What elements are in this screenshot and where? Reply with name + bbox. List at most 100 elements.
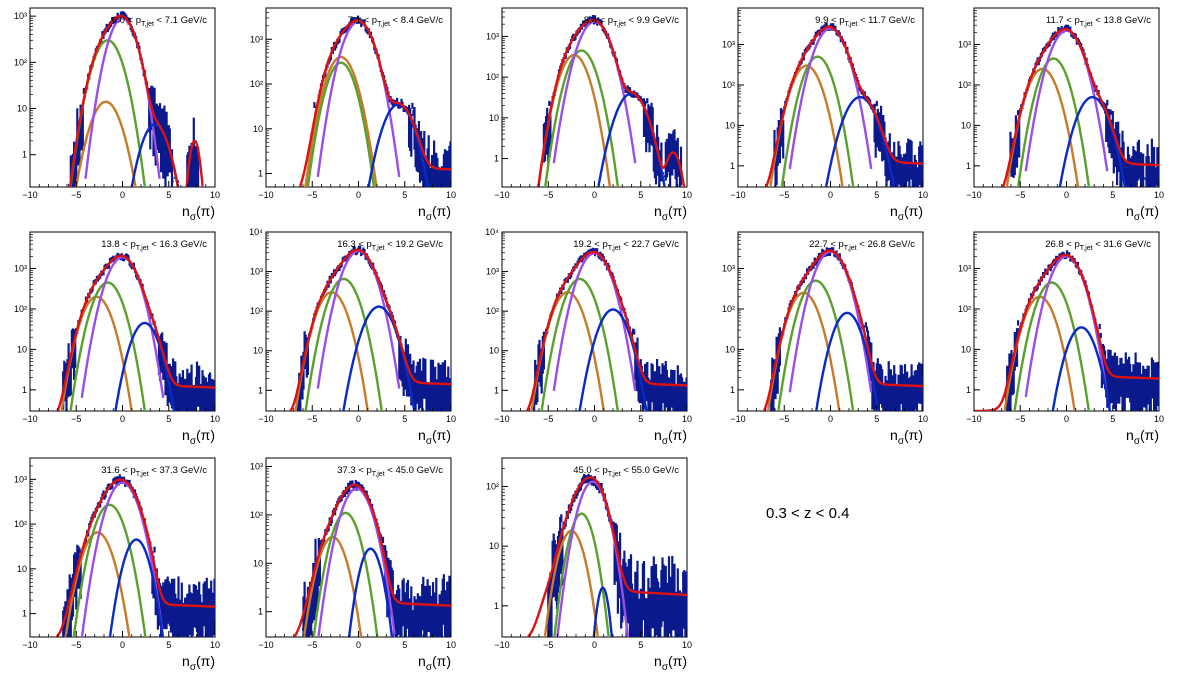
y-tick-label: 10² [722, 304, 735, 314]
x-tick-label: 10 [918, 190, 928, 200]
fit-pion-curve [80, 481, 165, 637]
fit-pion-curve [316, 249, 401, 389]
y-tick-label: 10 [489, 541, 499, 551]
y-tick-label: 10³ [722, 264, 735, 274]
panel-title: 7.1 < pT,jet < 8.4 GeV/c [348, 15, 443, 28]
panel-title: 9.9 < pT,jet < 11.7 GeV/c [815, 15, 915, 28]
chart-panel: −10 −5 0 5 10 1 10 10² 10³ 26.8 < pT,jet < 31.6 G… [958, 231, 1164, 447]
data-histogram [773, 22, 923, 187]
y-tick-label: 1 [258, 385, 263, 395]
x-tick-label: −10 [966, 190, 981, 200]
fit-electron-curve [815, 311, 880, 411]
x-tick-label: 10 [210, 640, 220, 650]
fit-proton-curve [74, 100, 137, 187]
fit-kaon-curve [72, 503, 147, 637]
fit-electron-curve [592, 586, 614, 637]
y-tick-label: 1 [22, 385, 27, 395]
x-tick-label: 0 [120, 414, 125, 424]
x-tick-label: 5 [638, 640, 643, 650]
x-tick-label: 10 [210, 190, 220, 200]
panel-title: 22.7 < pT,jet < 26.8 GeV/c [809, 239, 915, 252]
fit-total-curve [288, 248, 451, 411]
x-tick-label: −10 [22, 190, 37, 200]
panel-title: 45.0 < pT,jet < 55.0 GeV/c [573, 465, 679, 478]
x-tick-label: 5 [874, 414, 879, 424]
y-tick-label: 10³ [250, 267, 263, 277]
chart-panel: −10 −5 0 5 10 1 10 10² 10³ 37.3 < pT,jet < 45.0 G… [250, 457, 456, 673]
x-tick-label: −10 [494, 190, 509, 200]
x-tick-label: −5 [71, 190, 81, 200]
panel-title: 13.8 < pT,jet < 16.3 GeV/c [101, 239, 207, 252]
y-tick-label: 10³ [958, 264, 971, 274]
y-tick-label: 10 [253, 124, 263, 134]
x-tick-label: −10 [258, 190, 273, 200]
x-tick-label: −5 [543, 190, 553, 200]
y-tick-label: 10⁴ [485, 227, 499, 237]
fit-pion-curve [1024, 255, 1109, 398]
x-tick-label: 5 [166, 414, 171, 424]
chart-panel: −10 −5 0 5 10 1 10 10² 10³ 13.8 < pT,jet < 16.3 G… [14, 231, 220, 447]
x-axis-label: nσ(π) [1126, 427, 1159, 447]
fit-electron-curve [824, 95, 896, 187]
x-axis-label: nσ(π) [654, 427, 687, 447]
x-axis-label: nσ(π) [654, 653, 687, 673]
x-tick-label: −10 [730, 190, 745, 200]
panel-title: 37.3 < pT,jet < 45.0 GeV/c [337, 465, 443, 478]
y-tick-label: 10 [17, 344, 27, 354]
y-tick-label: 10 [725, 344, 735, 354]
x-tick-label: 5 [402, 414, 407, 424]
plot-area [288, 245, 451, 411]
fit-total-curve [525, 250, 687, 411]
fit-electron-curve [367, 103, 430, 187]
fit-electron-curve [347, 547, 394, 637]
fit-pion-curve [552, 252, 637, 391]
y-tick-label: 1 [730, 385, 735, 395]
y-tick-label: 10² [14, 304, 27, 314]
x-tick-label: 10 [210, 414, 220, 424]
x-tick-label: 10 [682, 414, 692, 424]
x-tick-label: 0 [120, 640, 125, 650]
x-tick-label: 5 [1110, 190, 1115, 200]
chart-panel: −10 −5 0 5 10 1 10 10² 10³ 22.7 < pT,jet < 26.8 G… [722, 231, 928, 447]
x-tick-label: 10 [682, 190, 692, 200]
x-tick-label: −10 [258, 414, 273, 424]
caption-lo: 0.3 [766, 505, 787, 522]
x-tick-label: 0 [828, 190, 833, 200]
x-tick-label: 0 [592, 414, 597, 424]
chart-panel: −10 −5 0 5 10 1 10 10² 10³ 10⁴ 19.2 < pT,jet < 22.… [485, 227, 692, 447]
panel-title: 16.3 < pT,jet < 19.2 GeV/c [337, 239, 443, 252]
fit-kaon-curve [777, 279, 855, 411]
x-tick-label: −5 [71, 414, 81, 424]
fit-pion-curve [556, 480, 630, 637]
plot-area [55, 474, 215, 637]
y-tick-label: 1 [494, 385, 499, 395]
y-tick-label: 1 [966, 385, 971, 395]
x-tick-label: 10 [682, 640, 692, 650]
x-axis-label: nσ(π) [418, 427, 451, 447]
x-tick-label: −5 [543, 414, 553, 424]
x-tick-label: −10 [494, 640, 509, 650]
fit-pion-curve [788, 250, 873, 393]
x-tick-label: 0 [1064, 414, 1069, 424]
x-tick-label: 5 [638, 414, 643, 424]
fit-total-curve [762, 249, 923, 411]
y-tick-label: 10 [253, 346, 263, 356]
chart-panel: −10 −5 0 5 10 1 10 10² 10³ 7.1 < pT,jet < 8.4 GeV… [250, 7, 456, 223]
x-tick-label: −5 [1015, 190, 1025, 200]
y-tick-label: 10 [253, 558, 263, 568]
fit-proton-curve [304, 55, 378, 187]
fit-kaon-curve [304, 277, 384, 411]
panel-title: 26.8 < pT,jet < 31.6 GeV/c [1045, 239, 1151, 252]
x-axis-label: nσ(π) [890, 427, 923, 447]
plot-area [56, 252, 215, 411]
fit-electron-curve [578, 308, 648, 411]
x-tick-label: −10 [494, 414, 509, 424]
y-tick-label: 10³ [486, 31, 499, 41]
y-tick-label: 10² [14, 519, 27, 529]
y-tick-label: 10² [958, 80, 971, 90]
plot-area [537, 15, 686, 187]
fit-kaon-curve [1013, 281, 1091, 411]
caption-hi: 0.4 [828, 505, 850, 522]
x-tick-label: 5 [166, 190, 171, 200]
x-tick-label: 10 [1154, 414, 1164, 424]
